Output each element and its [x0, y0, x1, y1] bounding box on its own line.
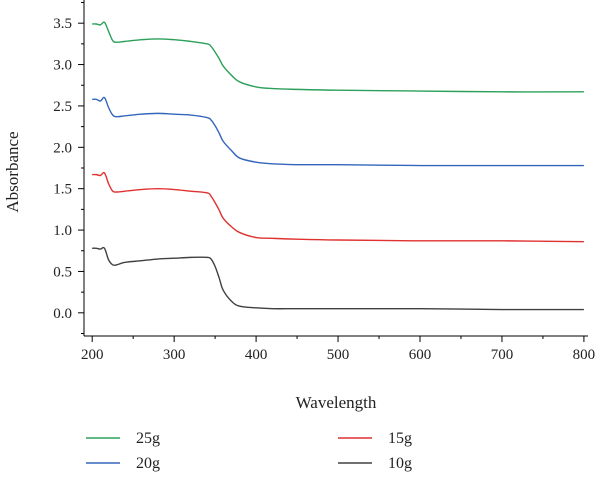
y-tick-label: 3.0 [53, 58, 72, 74]
plot-frame [83, 0, 588, 337]
y-axis-title: Absorbance [3, 131, 22, 212]
series-lines [92, 21, 584, 311]
x-axis-title: Wavelength [296, 393, 377, 412]
x-tick-label: 600 [409, 347, 432, 363]
y-tick-label: 0.0 [53, 306, 72, 322]
y-tick-label: 1.5 [53, 182, 72, 198]
legend: 25g 20g 15g 10g [86, 430, 412, 472]
x-axis-ticks: 200 300 400 500 600 700 800 [81, 336, 595, 363]
x-tick-label: 400 [245, 347, 268, 363]
x-tick-label: 300 [163, 347, 186, 363]
legend-label-15g: 15g [388, 430, 412, 447]
y-tick-label: 2.0 [53, 140, 72, 156]
x-tick-label: 700 [491, 347, 514, 363]
y-tick-label: 1.0 [53, 223, 72, 239]
legend-label-10g: 10g [388, 455, 412, 472]
series-line-10g [92, 246, 584, 311]
series-line-20g [92, 96, 584, 167]
y-tick-label: 0.5 [53, 264, 72, 280]
y-axis-ticks: 0.0 0.5 1.0 1.5 2.0 2.5 3.0 3.5 [53, 1, 84, 335]
series-line-15g [92, 171, 584, 243]
y-tick-label: 3.5 [53, 16, 72, 32]
series-line-25g [92, 21, 584, 93]
x-tick-label: 800 [573, 347, 596, 363]
legend-label-25g: 25g [136, 430, 160, 447]
y-tick-label: 2.5 [53, 99, 72, 115]
legend-label-20g: 20g [136, 455, 160, 472]
x-tick-label: 200 [81, 347, 104, 363]
x-tick-label: 500 [327, 347, 350, 363]
